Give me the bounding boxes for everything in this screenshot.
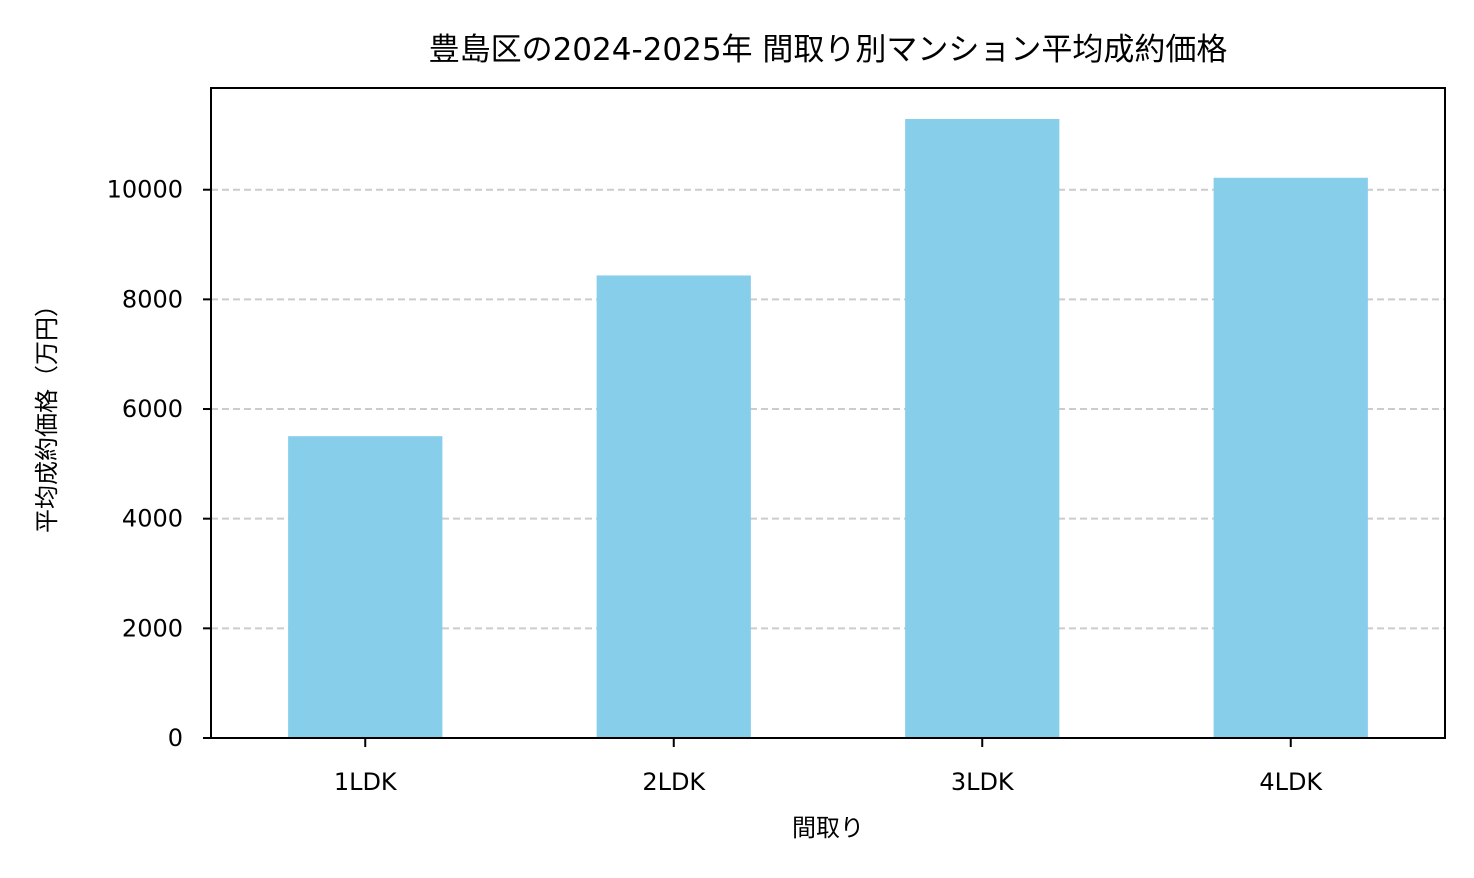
y-tick-label: 0	[168, 724, 183, 752]
bar-1LDK	[288, 436, 443, 738]
x-axis-label: 間取り	[792, 814, 864, 842]
plot-frame	[210, 87, 1446, 739]
bar-3LDK	[905, 118, 1060, 738]
bar-4LDK	[1213, 177, 1368, 738]
y-tick-label: 2000	[122, 614, 183, 642]
y-axis-label: 平均成約価格（万円）	[33, 293, 61, 533]
y-tick-label: 4000	[122, 505, 183, 533]
x-tick-label: 1LDK	[334, 768, 398, 796]
x-tick-label: 3LDK	[951, 768, 1015, 796]
x-tick-label: 2LDK	[642, 768, 706, 796]
bar-2LDK	[596, 275, 751, 738]
y-tick-label: 6000	[122, 395, 183, 423]
chart-title: 豊島区の2024-2025年 間取り別マンション平均成約価格	[429, 32, 1228, 68]
y-tick-label: 8000	[122, 285, 183, 313]
x-tick-label: 4LDK	[1259, 768, 1323, 796]
y-tick-label: 10000	[107, 176, 183, 204]
